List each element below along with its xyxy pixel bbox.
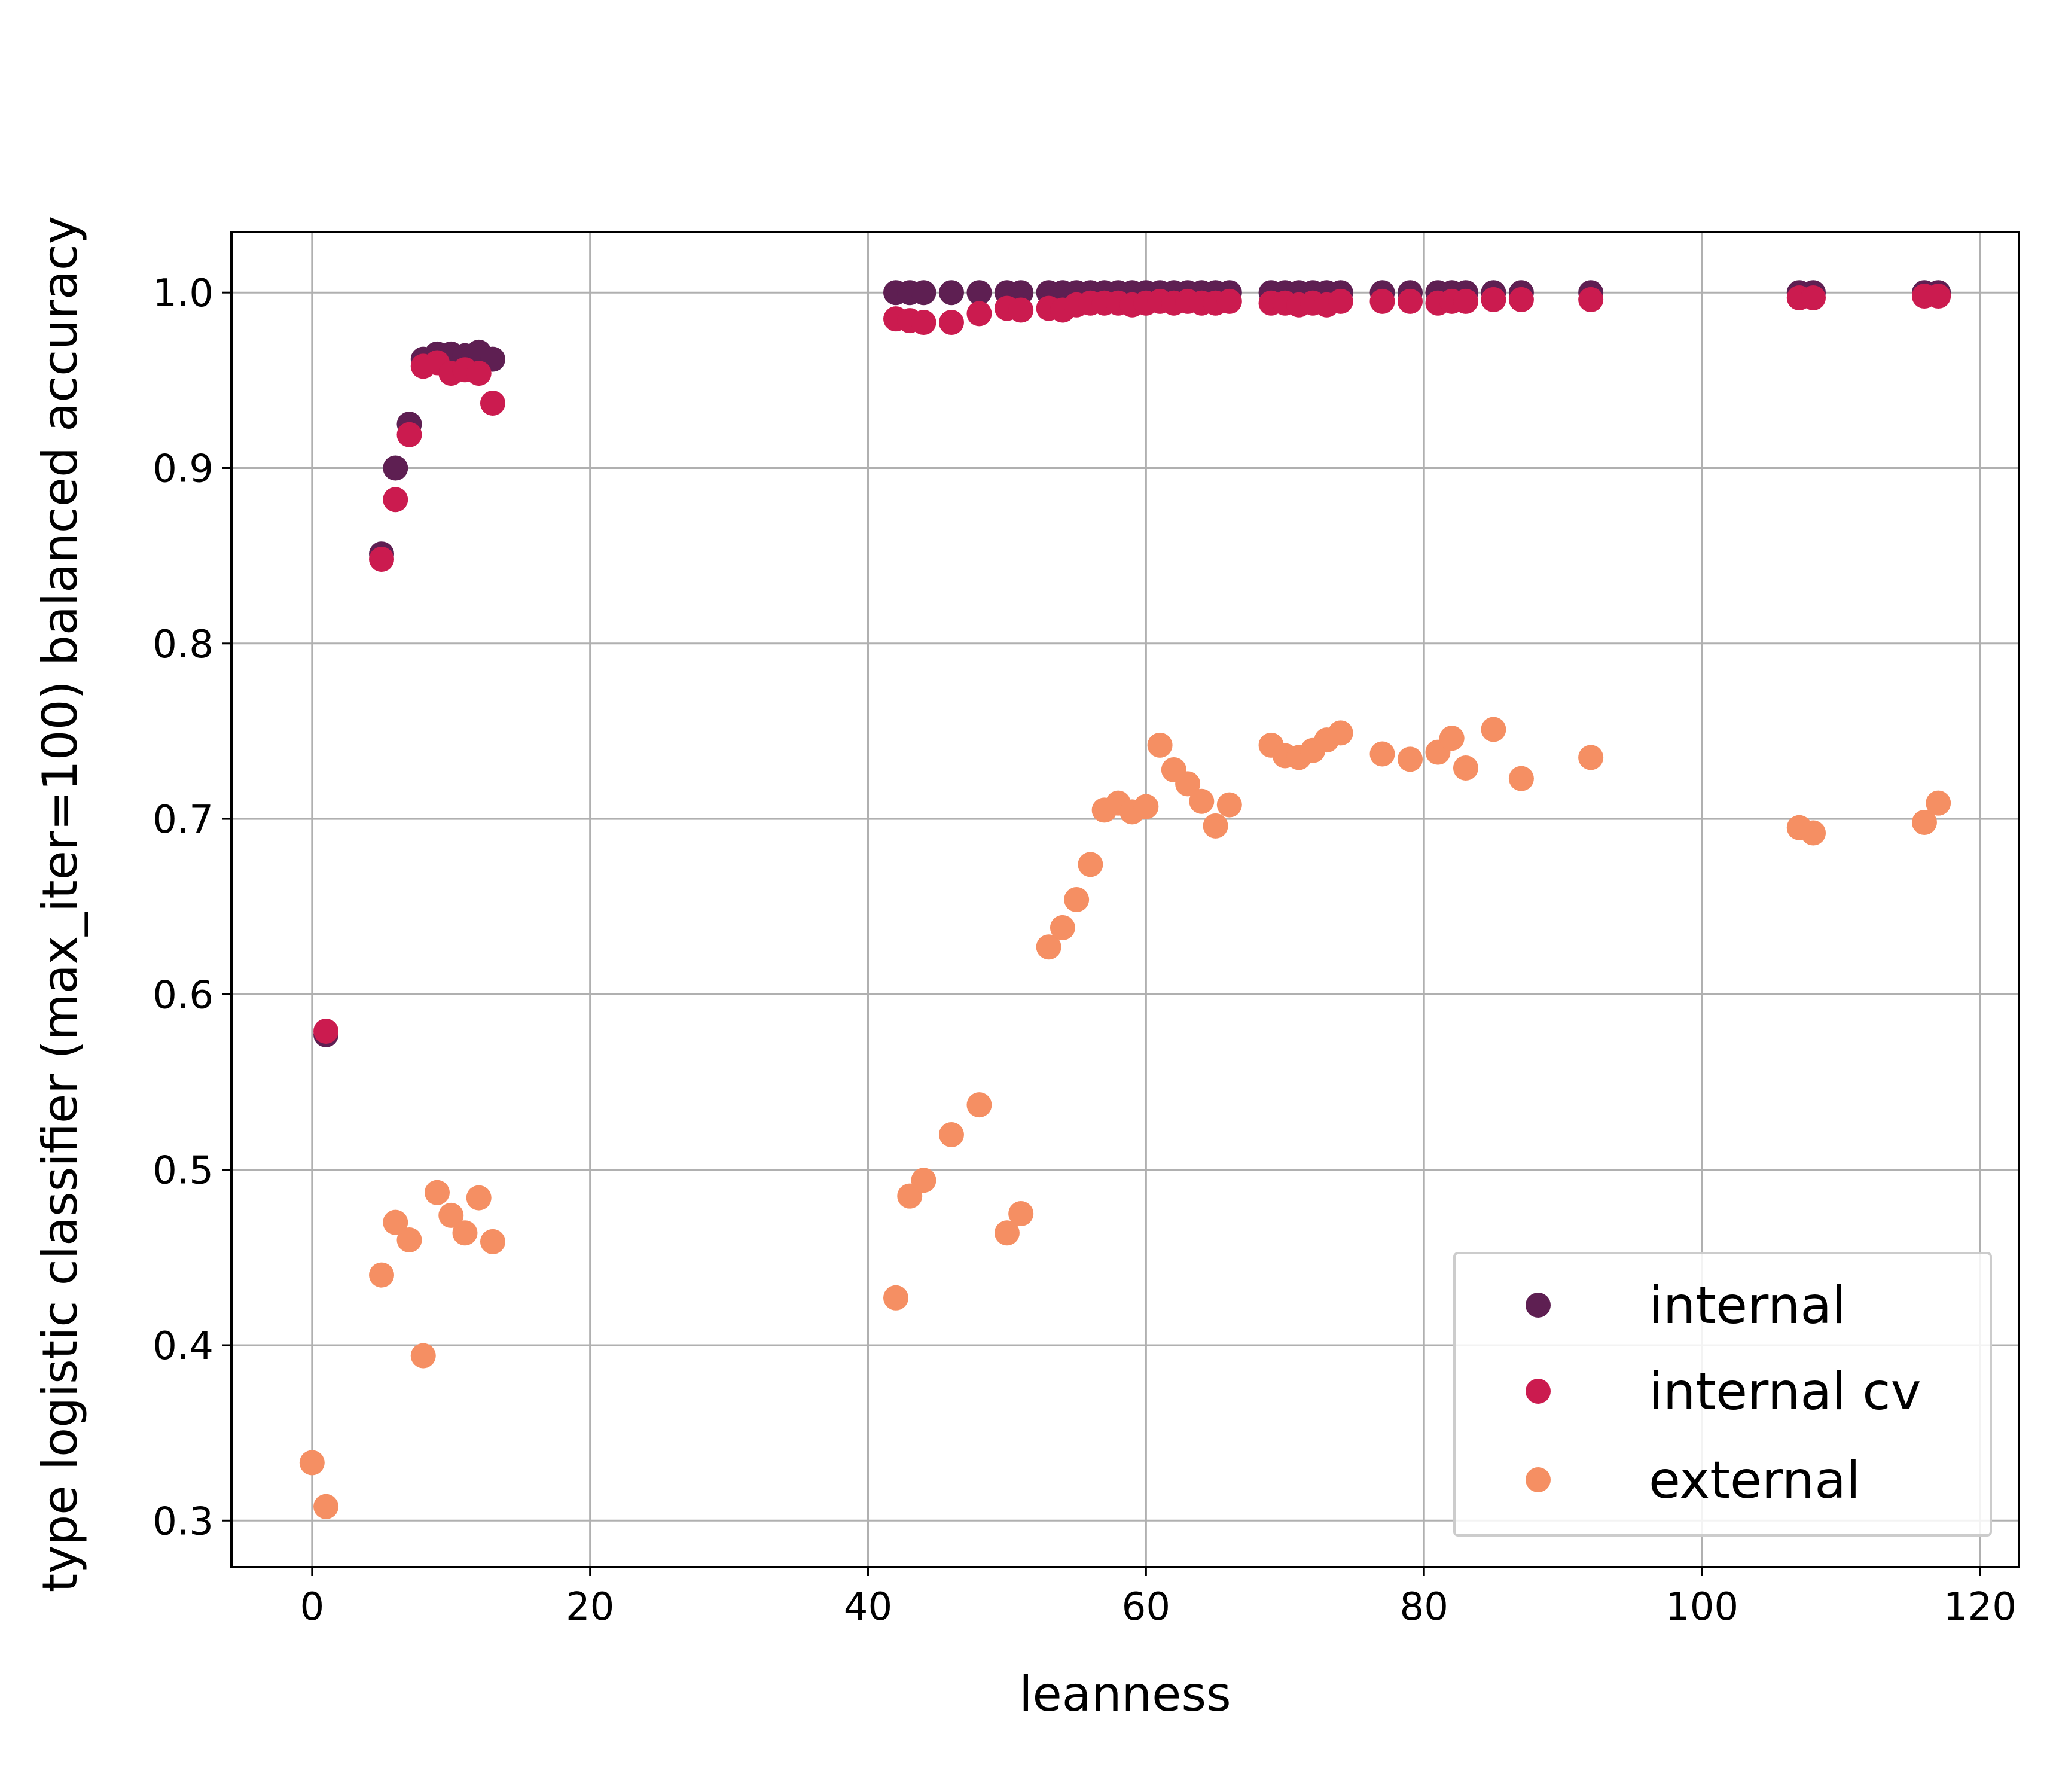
data-point xyxy=(966,301,992,327)
data-point xyxy=(452,1220,478,1246)
legend-box xyxy=(1453,1252,1992,1537)
data-point xyxy=(410,1343,436,1369)
data-point xyxy=(1508,766,1534,791)
data-point xyxy=(313,1494,339,1519)
data-point xyxy=(1369,288,1395,314)
data-point xyxy=(1397,288,1423,314)
y-tick-label: 0.6 xyxy=(152,973,213,1017)
data-point xyxy=(938,1122,964,1148)
data-point xyxy=(396,1227,422,1252)
data-point xyxy=(966,1092,992,1118)
data-point xyxy=(1328,288,1353,314)
data-point xyxy=(911,1168,936,1193)
data-point xyxy=(1036,934,1061,960)
data-point xyxy=(1203,813,1228,839)
data-point xyxy=(383,1209,408,1235)
data-point xyxy=(994,1220,1020,1246)
x-tick-label: 20 xyxy=(566,1585,614,1629)
data-point xyxy=(480,390,505,416)
data-point xyxy=(1578,745,1604,770)
data-point xyxy=(1926,284,1951,309)
legend-marker xyxy=(1526,1293,1551,1318)
y-tick-label: 1.0 xyxy=(152,272,213,316)
data-point xyxy=(1328,720,1353,746)
legend-label: internal xyxy=(1649,1276,1846,1336)
x-ticks: 0 20 40 60 80 100 120 xyxy=(300,1567,2017,1629)
data-point xyxy=(1911,809,1937,835)
data-point xyxy=(383,487,408,513)
data-point xyxy=(1008,1201,1034,1227)
y-ticks: 0.3 0.4 0.5 0.6 0.7 0.8 0.9 1.0 xyxy=(152,272,231,1544)
data-point xyxy=(966,280,992,306)
data-point xyxy=(424,1180,450,1205)
data-point xyxy=(1216,792,1242,818)
data-point xyxy=(938,310,964,336)
data-point xyxy=(1801,820,1826,846)
data-point xyxy=(1578,287,1604,312)
data-point xyxy=(1926,790,1951,816)
data-points xyxy=(299,280,1951,1519)
y-tick-label: 0.5 xyxy=(152,1149,213,1193)
x-tick-label: 40 xyxy=(844,1585,892,1629)
data-point xyxy=(369,547,395,572)
data-point xyxy=(396,422,422,447)
data-point xyxy=(1008,297,1034,323)
data-point xyxy=(1216,288,1242,314)
x-tick-label: 100 xyxy=(1665,1585,1738,1629)
data-point xyxy=(1801,285,1826,310)
data-point xyxy=(911,280,936,306)
data-point xyxy=(1189,788,1215,814)
data-point xyxy=(1439,726,1465,751)
data-point xyxy=(1453,755,1478,781)
legend-marker xyxy=(1526,1379,1551,1404)
data-point xyxy=(1133,794,1159,819)
x-axis-label: leanness xyxy=(1019,1666,1231,1722)
data-point xyxy=(1369,741,1395,767)
data-point xyxy=(1064,887,1090,912)
y-tick-label: 0.4 xyxy=(152,1324,213,1369)
data-point xyxy=(911,310,936,336)
data-point xyxy=(383,455,408,481)
data-point xyxy=(299,1450,325,1476)
data-point xyxy=(938,280,964,306)
legend-label: external xyxy=(1649,1450,1860,1510)
data-point xyxy=(1508,287,1534,312)
data-point xyxy=(1078,852,1103,877)
data-point xyxy=(369,1262,395,1288)
y-axis-label: type logistic classifier (max_iter=100) … xyxy=(32,216,88,1592)
x-tick-label: 120 xyxy=(1944,1585,2017,1629)
data-point xyxy=(466,1185,492,1211)
data-point xyxy=(1050,915,1075,940)
data-point xyxy=(438,1202,464,1228)
data-point xyxy=(1147,732,1173,758)
legend-marker xyxy=(1526,1467,1551,1492)
data-point xyxy=(466,361,492,386)
data-point xyxy=(1453,288,1478,314)
legend-label: internal cv xyxy=(1649,1362,1921,1422)
y-tick-label: 0.3 xyxy=(152,1500,213,1544)
data-point xyxy=(1175,771,1201,797)
data-point xyxy=(313,1018,339,1044)
data-point xyxy=(1397,746,1423,772)
x-tick-label: 80 xyxy=(1399,1585,1448,1629)
axes-frame xyxy=(230,231,2020,1568)
x-tick-label: 60 xyxy=(1122,1585,1170,1629)
y-tick-label: 0.7 xyxy=(152,798,213,842)
y-tick-label: 0.9 xyxy=(152,447,213,491)
data-point xyxy=(1481,287,1506,312)
y-tick-label: 0.8 xyxy=(152,623,213,667)
legend: internal internal cv external xyxy=(1453,1252,1992,1537)
data-point xyxy=(883,1285,908,1311)
x-tick-label: 0 xyxy=(300,1585,324,1629)
data-point xyxy=(1481,717,1506,742)
data-point xyxy=(480,1229,505,1254)
